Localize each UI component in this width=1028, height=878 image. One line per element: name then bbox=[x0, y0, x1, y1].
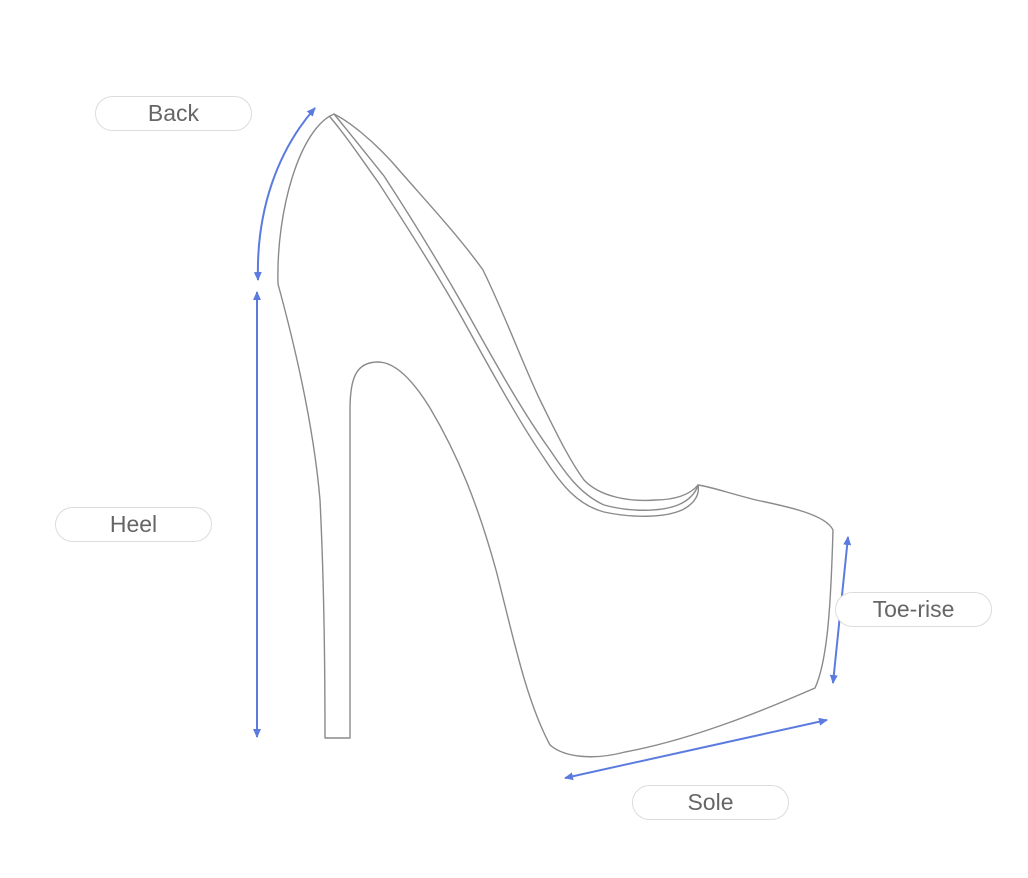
sole-arrow bbox=[564, 717, 828, 781]
sole-label: Sole bbox=[632, 785, 789, 820]
back-arrow bbox=[253, 107, 316, 281]
shoe-topline-edge bbox=[333, 113, 699, 511]
shoe-outline bbox=[277, 113, 834, 758]
measurement-arrows bbox=[253, 107, 852, 781]
toe-rise-label: Toe-rise bbox=[835, 592, 992, 627]
shoe-topline-inner bbox=[329, 116, 700, 517]
back-label: Back bbox=[95, 96, 252, 131]
shoe-body-outline bbox=[277, 113, 834, 758]
heel-label: Heel bbox=[55, 507, 212, 542]
